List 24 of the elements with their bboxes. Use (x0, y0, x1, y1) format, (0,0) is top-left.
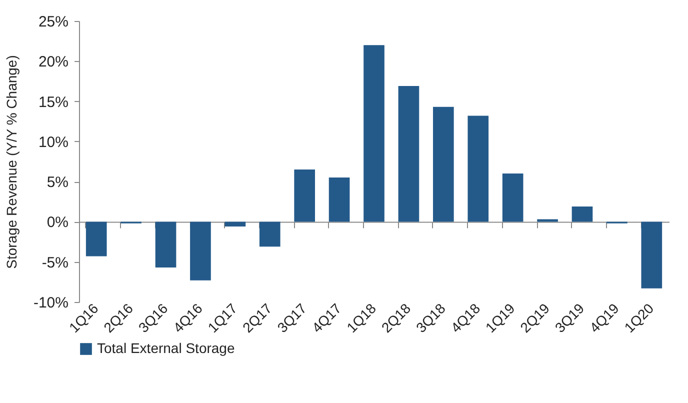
bar (433, 106, 454, 222)
y-tick-label: 5% (46, 174, 68, 192)
y-tick-label: 25% (38, 14, 68, 30)
bar (328, 178, 350, 222)
y-tick-label: 20% (38, 54, 68, 71)
bar (155, 222, 176, 268)
bar (398, 86, 420, 222)
bar (572, 206, 593, 222)
bar (190, 222, 211, 280)
y-tick-label: 0% (46, 214, 68, 232)
y-axis-title: Storage Revenue (Y/Y % Change) (3, 55, 20, 269)
y-tick-label: -10% (33, 294, 68, 312)
y-tick-label: 10% (38, 134, 68, 151)
bar (364, 45, 384, 222)
bar (294, 170, 315, 222)
bar (502, 174, 524, 222)
bar (641, 222, 662, 288)
legend-label: Total External Storage (97, 340, 235, 356)
y-tick-label: 15% (38, 94, 68, 111)
bar (224, 222, 246, 227)
y-tick-label: -5% (42, 254, 68, 272)
bar (468, 116, 489, 222)
bar (259, 222, 280, 247)
bar (86, 222, 107, 256)
